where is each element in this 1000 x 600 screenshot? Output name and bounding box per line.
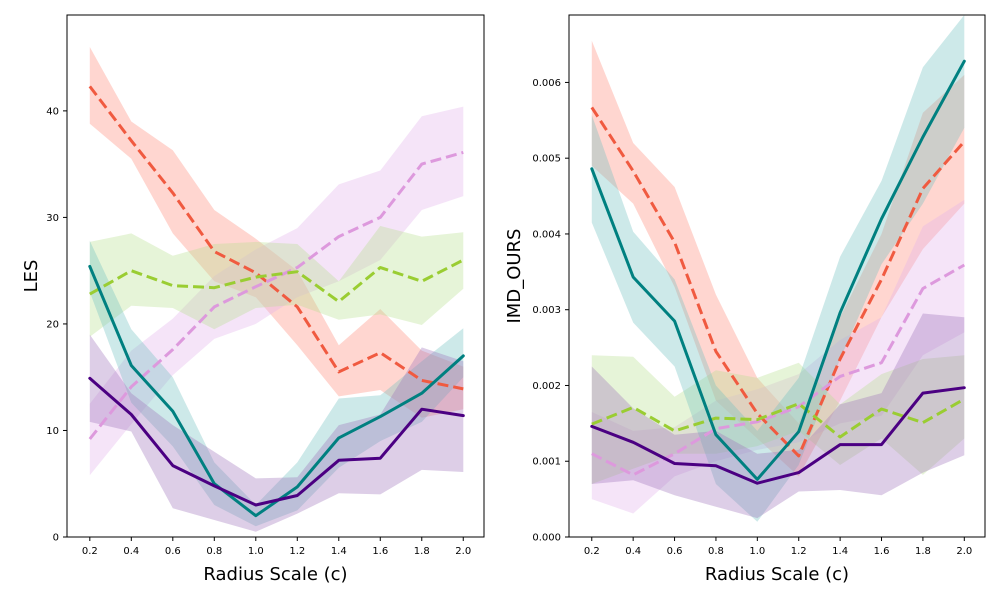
imd-ours-x-tick-label: 0.4 (625, 546, 641, 557)
imd-ours-y-tick-label: 0.004 (532, 229, 561, 240)
imd-ours-x-tick-label: 1.4 (832, 546, 848, 557)
imd-ours-x-tick-label: 1.8 (915, 546, 931, 557)
imd-ours-y-tick-label: 0.001 (532, 457, 561, 468)
les-y-tick-label: 20 (46, 319, 59, 330)
les-y-axis-label: LES (21, 260, 42, 293)
imd-ours-y-tick-label: 0.006 (532, 78, 561, 89)
imd-ours-y-tick-label: 0.003 (532, 305, 561, 316)
les-plot-frame (66, 14, 485, 538)
imd-ours-x-tick-label: 0.8 (708, 546, 724, 557)
les-x-tick-label: 0.4 (123, 546, 139, 557)
les-band-2 (89, 225, 464, 337)
imd-ours-y-ticks: 0.000 0.001 0.002 0.003 0.004 0.005 0.006 (532, 78, 569, 544)
imd-ours-band-4 (591, 313, 965, 519)
imd-ours-y-axis-label: IMD_OURS (504, 229, 525, 324)
les-band-3 (89, 240, 464, 527)
imd-ours-band-3 (591, 15, 965, 522)
imd-ours-series-line-3 (590, 59, 966, 481)
imd-ours-x-ticks: 0.2 0.4 0.6 0.8 1.0 1.2 1.4 1.6 1.8 2.0 (584, 537, 972, 557)
les-series-line-4 (88, 376, 465, 507)
les-x-tick-label: 2.0 (455, 546, 471, 557)
les-x-tick-label: 0.6 (165, 546, 181, 557)
imd-ours-y-tick-label: 0.002 (532, 381, 561, 392)
imd-ours-series-line-4 (590, 386, 966, 485)
les-x-tick-label: 1.8 (414, 546, 430, 557)
les-series-line-2 (89, 258, 464, 304)
les-y-tick-label: 10 (46, 426, 59, 437)
les-band-0 (89, 47, 464, 418)
les-y-tick-label: 40 (46, 106, 59, 117)
imd-ours-x-tick-label: 0.2 (584, 546, 600, 557)
les-x-tick-label: 1.4 (331, 546, 347, 557)
imd-ours-series-line-2 (591, 397, 966, 439)
les-series-line-0 (88, 85, 464, 391)
les-y-ticks: 0 10 20 30 40 (46, 106, 67, 544)
imd-ours-band-1 (591, 199, 965, 514)
imd-ours-y-tick-label: 0.005 (532, 154, 561, 165)
les-x-tick-label: 1.0 (248, 546, 264, 557)
les-series-line-1 (88, 150, 464, 440)
les-chart-panel: 0.2 0.4 0.6 0.8 1.0 1.2 1.4 1.6 1.8 2.0 0 10 20 30 40… (21, 14, 485, 585)
imd-ours-x-axis-label: Radius Scale (c) (705, 564, 849, 585)
imd-ours-confidence-bands (591, 15, 965, 522)
imd-ours-plot-frame (568, 14, 986, 538)
imd-ours-chart-panel: 0.2 0.4 0.6 0.8 1.0 1.2 1.4 1.6 1.8 2.0 0.0000.00… (504, 14, 986, 585)
les-band-4 (89, 334, 464, 532)
imd-ours-band-2 (591, 355, 965, 484)
les-x-tick-label: 1.2 (289, 546, 305, 557)
imd-ours-x-tick-label: 0.6 (667, 546, 683, 557)
imd-ours-x-tick-label: 2.0 (956, 546, 972, 557)
imd-ours-series-lines (590, 59, 966, 485)
les-y-tick-label: 30 (46, 213, 59, 224)
les-x-tick-label: 1.6 (372, 546, 388, 557)
imd-ours-y-tick-label: 0.000 (532, 533, 561, 544)
les-y-tick-label: 0 (53, 533, 59, 544)
imd-ours-x-tick-label: 1.2 (791, 546, 807, 557)
les-x-tick-label: 0.2 (82, 546, 98, 557)
les-series-lines (88, 85, 465, 518)
imd-ours-series-line-0 (590, 106, 966, 458)
imd-ours-series-line-1 (591, 263, 966, 477)
les-x-tick-label: 0.8 (206, 546, 222, 557)
imd-ours-x-tick-label: 1.6 (874, 546, 890, 557)
imd-ours-x-tick-label: 1.0 (749, 546, 765, 557)
les-x-axis-label: Radius Scale (c) (203, 564, 347, 585)
les-x-ticks: 0.2 0.4 0.6 0.8 1.0 1.2 1.4 1.6 1.8 2.0 (82, 537, 471, 557)
